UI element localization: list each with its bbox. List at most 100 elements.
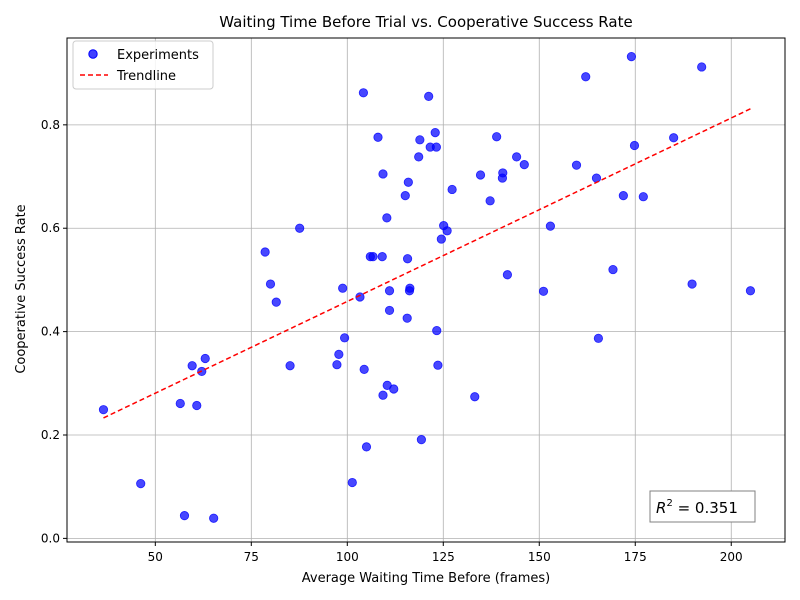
- data-point: [355, 292, 365, 302]
- data-point: [498, 168, 508, 178]
- data-point: [591, 173, 602, 183]
- data-point: [571, 160, 582, 170]
- legend: Experiments Trendline: [72, 40, 214, 90]
- data-point: [347, 477, 357, 488]
- data-point: [608, 264, 618, 275]
- grid: [67, 38, 785, 542]
- data-point: [697, 62, 707, 72]
- data-point: [179, 511, 190, 521]
- data-point: [98, 405, 109, 415]
- data-point: [332, 360, 342, 370]
- data-point: [136, 478, 146, 489]
- data-point: [416, 435, 426, 445]
- x-axis-label: Average Waiting Time Before (frames): [302, 571, 551, 586]
- data-point: [373, 132, 383, 142]
- data-point: [415, 135, 425, 145]
- data-point: [192, 400, 202, 411]
- r-squared-exponent: 2: [666, 498, 672, 509]
- data-point: [431, 142, 441, 152]
- x-tick-label: 125: [432, 550, 455, 564]
- data-point: [745, 286, 756, 296]
- data-point: [669, 133, 679, 143]
- data-point: [175, 398, 185, 409]
- data-point: [338, 283, 348, 293]
- data-point: [260, 247, 270, 257]
- data-point: [581, 72, 591, 82]
- r-squared-value: = 0.351: [673, 499, 738, 517]
- data-point: [368, 252, 378, 262]
- data-point: [436, 234, 446, 244]
- x-tick-label: 50: [148, 550, 163, 564]
- trendline-layer: [103, 108, 751, 419]
- data-point: [492, 132, 502, 142]
- data-point: [519, 160, 529, 170]
- legend-label-trendline: Trendline: [116, 69, 176, 84]
- data-point: [285, 361, 295, 371]
- data-point: [400, 191, 410, 201]
- y-tick-label: 0.0: [41, 531, 60, 545]
- data-point: [447, 184, 457, 195]
- data-point: [687, 279, 697, 289]
- plot-frame: [66, 37, 786, 543]
- r-squared-text: R2 = 0.351: [656, 498, 738, 517]
- data-point: [384, 305, 395, 316]
- data-points: [98, 52, 756, 523]
- x-tick-label: 150: [528, 550, 551, 564]
- data-point: [378, 169, 388, 179]
- data-point: [377, 252, 387, 262]
- data-point: [485, 196, 495, 206]
- data-point: [358, 88, 369, 98]
- r-squared-box: [649, 490, 756, 523]
- data-point: [187, 361, 197, 371]
- y-axis-label: Cooperative Success Rate: [14, 204, 29, 373]
- data-point: [512, 152, 522, 162]
- data-point: [432, 325, 442, 336]
- data-point: [295, 223, 305, 233]
- data-point: [545, 221, 556, 231]
- data-point: [618, 191, 628, 201]
- y-tick-label: 0.6: [41, 221, 60, 235]
- data-point: [442, 226, 452, 236]
- legend-box: [72, 40, 214, 90]
- legend-label-experiments: Experiments: [117, 48, 199, 63]
- chart-title: Waiting Time Before Trial vs. Cooperativ…: [219, 13, 632, 31]
- data-point: [359, 364, 369, 374]
- r-squared-symbol: R: [656, 499, 666, 517]
- data-point: [402, 254, 413, 264]
- data-point: [384, 286, 395, 296]
- data-point: [271, 297, 281, 307]
- x-tick-label: 175: [624, 550, 647, 564]
- y-tick-label: 0.2: [41, 428, 60, 442]
- y-tick-label: 0.8: [41, 118, 60, 132]
- data-point: [361, 442, 372, 452]
- data-point: [626, 52, 637, 62]
- data-point: [475, 170, 486, 180]
- x-tick-label: 75: [244, 550, 259, 564]
- data-point: [629, 140, 640, 151]
- x-tick-label: 200: [720, 550, 743, 564]
- data-point: [265, 279, 276, 289]
- data-point: [340, 333, 350, 343]
- data-point: [403, 177, 413, 187]
- trendline: [103, 108, 751, 419]
- data-point: [200, 353, 210, 364]
- y-tick-label: 0.4: [41, 325, 60, 339]
- data-point: [334, 349, 344, 359]
- data-point: [414, 152, 424, 162]
- data-point: [433, 360, 443, 370]
- data-point: [470, 392, 480, 402]
- axis-ticks: 50 75 100 125 150 175 200 0.0 0.2 0.4 0.6 0.8: [41, 118, 743, 564]
- data-point: [538, 286, 549, 296]
- data-point: [405, 283, 415, 293]
- x-tick-label: 100: [336, 550, 359, 564]
- data-point: [209, 513, 219, 523]
- data-point: [430, 127, 440, 138]
- data-point: [593, 333, 603, 343]
- data-point: [378, 390, 388, 400]
- data-point: [502, 270, 512, 280]
- data-point: [424, 91, 434, 102]
- legend-marker-experiments: [88, 49, 98, 59]
- r-squared-annotation: R2 = 0.351: [649, 490, 756, 523]
- data-point: [638, 192, 648, 202]
